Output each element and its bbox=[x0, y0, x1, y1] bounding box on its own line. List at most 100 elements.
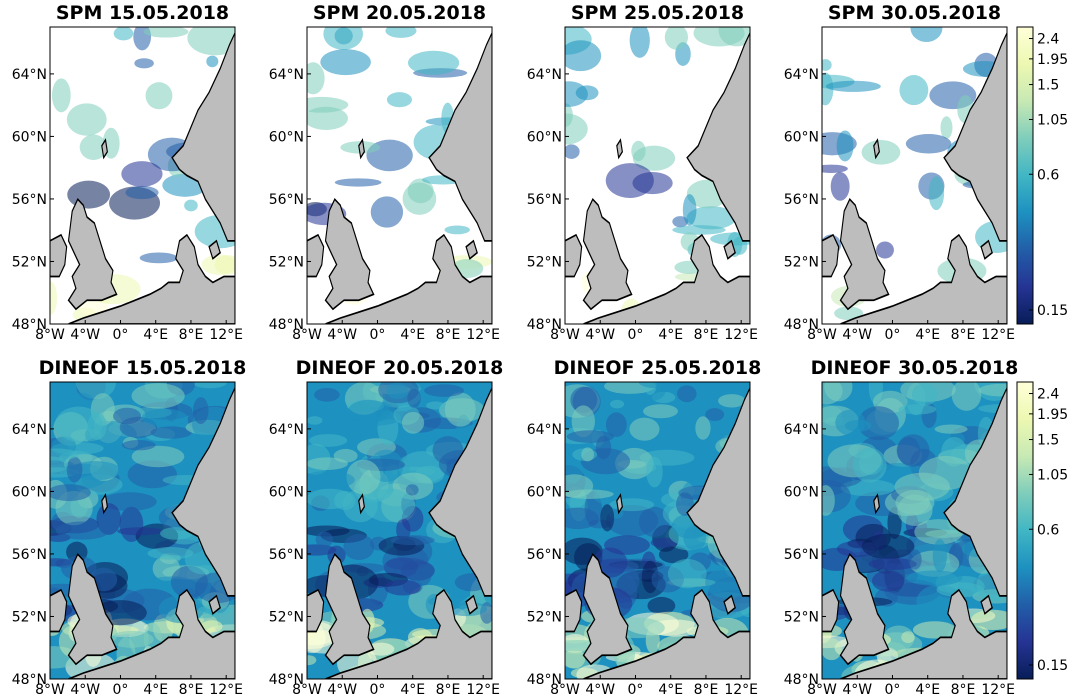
lon-tick-label: 4°E bbox=[143, 682, 168, 698]
lon-tick-label: 4°E bbox=[658, 327, 683, 343]
lat-tick-label: 48°N bbox=[12, 672, 47, 688]
lat-tick-label: 64°N bbox=[784, 422, 819, 438]
lat-tick-label: 52°N bbox=[784, 609, 819, 625]
lon-tick-label: 8°E bbox=[179, 682, 204, 698]
map-field bbox=[50, 382, 235, 679]
map-frame bbox=[821, 381, 1008, 680]
lon-tick-label: 12°E bbox=[466, 327, 500, 343]
lon-tick-label: 4°W bbox=[327, 682, 357, 698]
lat-tick-label: 56°N bbox=[784, 547, 819, 563]
map-field bbox=[307, 382, 492, 679]
lat-tick-label: 64°N bbox=[12, 67, 47, 83]
lon-tick-label: 4°W bbox=[585, 682, 615, 698]
lat-tick-label: 52°N bbox=[527, 609, 562, 625]
map-panel-6: DINEOF 20.05.2018 48°N 52°N 56°N 60°N 64°N 8°W… bbox=[269, 357, 504, 698]
lat-tick-label: 52°N bbox=[527, 254, 562, 270]
lon-tick-label: 8°W bbox=[550, 327, 580, 343]
colorbar-tick-label: 0.15 bbox=[1037, 658, 1068, 674]
lon-tick-label: 12°E bbox=[724, 327, 758, 343]
map-frame bbox=[564, 26, 751, 325]
colorbar-tick-label: 0.15 bbox=[1037, 303, 1068, 319]
lon-tick-label: 4°W bbox=[842, 327, 872, 343]
map-panel-4: SPM 30.05.2018 48°N 52°N 56°N 60°N 64°N 8°W 4°W… bbox=[784, 2, 1015, 343]
colorbar-1: 0.15 0.6 1.05 1.5 1.95 2.4 bbox=[1016, 26, 1068, 325]
lon-tick-label: 8°W bbox=[550, 682, 580, 698]
colorbar-tick-label: 0.6 bbox=[1037, 167, 1059, 183]
lon-tick-label: 4°W bbox=[70, 682, 100, 698]
lon-tick-label: 0° bbox=[628, 682, 644, 698]
lat-tick-label: 64°N bbox=[269, 422, 304, 438]
lat-tick-label: 48°N bbox=[269, 672, 304, 688]
lon-tick-label: 8°E bbox=[694, 327, 719, 343]
panel-title: SPM 15.05.2018 bbox=[56, 2, 229, 24]
lat-tick-label: 48°N bbox=[527, 672, 562, 688]
lat-tick-label: 60°N bbox=[784, 129, 819, 145]
lat-tick-label: 60°N bbox=[12, 484, 47, 500]
lon-tick-label: 8°E bbox=[436, 327, 461, 343]
lat-tick-label: 60°N bbox=[527, 484, 562, 500]
lon-tick-label: 0° bbox=[885, 682, 901, 698]
map-panel-3: SPM 25.05.2018 48°N 52°N 56°N 60°N 64°N 8°W 4°W… bbox=[527, 2, 758, 343]
map-frame bbox=[306, 381, 493, 680]
lat-tick-label: 56°N bbox=[269, 192, 304, 208]
lat-tick-label: 48°N bbox=[269, 317, 304, 333]
map-field bbox=[822, 27, 1007, 324]
lat-tick-label: 48°N bbox=[12, 317, 47, 333]
colorbar-tick-label: 1.95 bbox=[1037, 407, 1068, 423]
colorbar-tick-label: 2.4 bbox=[1037, 387, 1059, 403]
lat-tick-label: 60°N bbox=[12, 129, 47, 145]
lon-tick-label: 8°E bbox=[951, 327, 976, 343]
lat-tick-label: 60°N bbox=[269, 484, 304, 500]
lat-tick-label: 64°N bbox=[269, 67, 304, 83]
lon-tick-label: 12°E bbox=[209, 682, 243, 698]
lon-tick-label: 8°E bbox=[436, 682, 461, 698]
map-field bbox=[50, 27, 235, 324]
lat-tick-label: 56°N bbox=[12, 547, 47, 563]
panel-title: DINEOF 20.05.2018 bbox=[296, 357, 504, 379]
map-panel-7: DINEOF 25.05.2018 48°N 52°N 56°N 60°N 64°N 8°W… bbox=[527, 357, 762, 698]
panel-title: DINEOF 15.05.2018 bbox=[39, 357, 247, 379]
lat-tick-label: 60°N bbox=[784, 484, 819, 500]
lon-tick-label: 0° bbox=[370, 682, 386, 698]
lon-tick-label: 12°E bbox=[981, 682, 1015, 698]
lon-tick-label: 0° bbox=[113, 327, 129, 343]
lon-tick-label: 8°W bbox=[807, 682, 837, 698]
map-field bbox=[307, 27, 492, 324]
panel-title: SPM 20.05.2018 bbox=[313, 2, 486, 24]
lon-tick-label: 0° bbox=[370, 327, 386, 343]
colorbar-2: 0.15 0.6 1.05 1.5 1.95 2.4 bbox=[1016, 381, 1068, 680]
lon-tick-label: 4°W bbox=[70, 327, 100, 343]
map-field bbox=[565, 382, 750, 679]
map-frame bbox=[821, 26, 1008, 325]
lon-tick-label: 4°W bbox=[585, 327, 615, 343]
colorbar-ramp bbox=[1016, 26, 1034, 325]
lon-tick-label: 8°W bbox=[292, 682, 322, 698]
lon-tick-label: 8°E bbox=[179, 327, 204, 343]
lat-tick-label: 56°N bbox=[784, 192, 819, 208]
lon-tick-label: 4°E bbox=[400, 327, 425, 343]
lat-tick-label: 56°N bbox=[12, 192, 47, 208]
lon-tick-label: 4°W bbox=[842, 682, 872, 698]
lon-tick-label: 4°E bbox=[915, 682, 940, 698]
map-field bbox=[565, 27, 750, 324]
colorbar-tick-label: 1.5 bbox=[1037, 78, 1059, 94]
lat-tick-label: 52°N bbox=[784, 254, 819, 270]
lon-tick-label: 0° bbox=[628, 327, 644, 343]
lat-tick-label: 64°N bbox=[12, 422, 47, 438]
lon-tick-label: 4°E bbox=[658, 682, 683, 698]
lon-tick-label: 8°W bbox=[35, 327, 65, 343]
lon-tick-label: 8°W bbox=[292, 327, 322, 343]
panel-title: DINEOF 25.05.2018 bbox=[554, 357, 762, 379]
lat-tick-label: 64°N bbox=[784, 67, 819, 83]
lat-tick-label: 60°N bbox=[527, 129, 562, 145]
lat-tick-label: 52°N bbox=[12, 254, 47, 270]
lon-tick-label: 4°W bbox=[327, 327, 357, 343]
lon-tick-label: 12°E bbox=[981, 327, 1015, 343]
lat-tick-label: 56°N bbox=[527, 547, 562, 563]
lon-tick-label: 8°E bbox=[951, 682, 976, 698]
colorbar-tick-label: 2.4 bbox=[1037, 32, 1059, 48]
map-frame bbox=[49, 381, 236, 680]
lon-tick-label: 4°E bbox=[400, 682, 425, 698]
lon-tick-label: 4°E bbox=[143, 327, 168, 343]
colorbar-tick-label: 1.05 bbox=[1037, 112, 1068, 128]
